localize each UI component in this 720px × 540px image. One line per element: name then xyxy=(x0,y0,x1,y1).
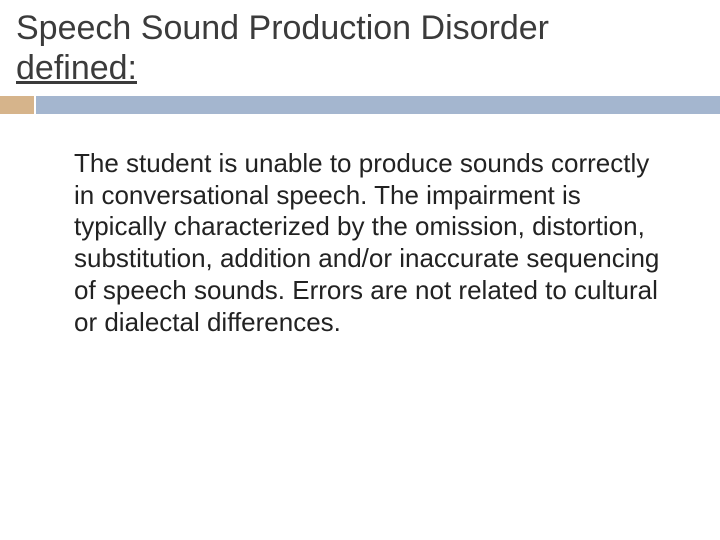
divider-bar xyxy=(0,96,720,114)
title-line-1: Speech Sound Production Disorder xyxy=(16,9,549,47)
slide-title: Speech Sound Production Disorder defined… xyxy=(16,8,704,88)
divider-accent-right xyxy=(36,96,720,114)
title-line-2: defined: xyxy=(16,49,137,87)
body-text: The student is unable to produce sounds … xyxy=(74,148,660,338)
slide: Speech Sound Production Disorder defined… xyxy=(0,0,720,540)
divider-accent-left xyxy=(0,96,34,114)
